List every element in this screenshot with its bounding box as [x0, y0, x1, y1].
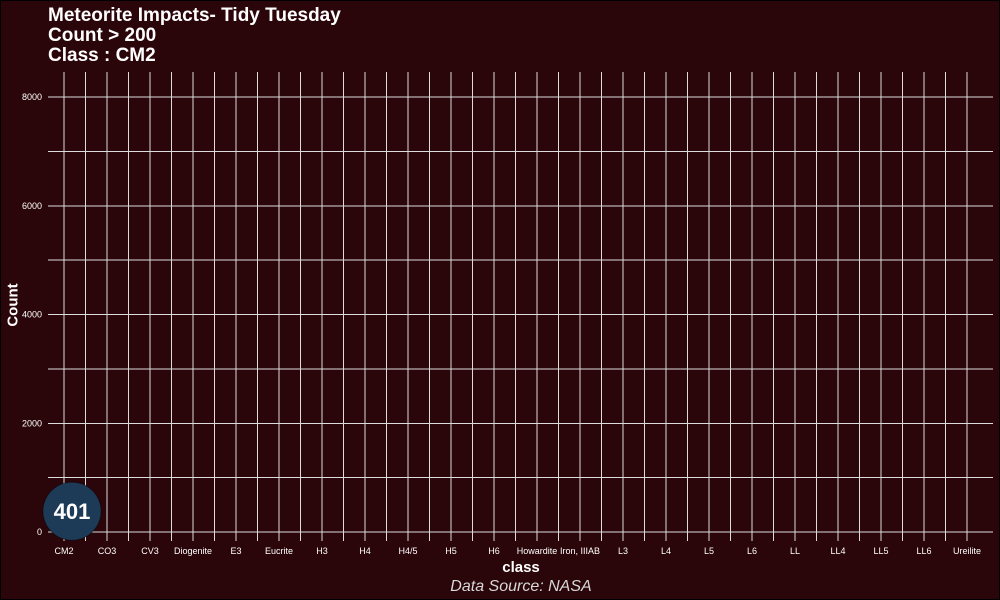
x-tick-label: L4 [661, 546, 671, 556]
x-tick-label: LL6 [916, 546, 931, 556]
x-tick-label: H6 [488, 546, 500, 556]
x-tick-label: LL4 [830, 546, 845, 556]
grid-lines [48, 72, 993, 541]
x-tick-label: L6 [747, 546, 757, 556]
x-tick-label: LL5 [873, 546, 888, 556]
x-tick-label: H4/5 [398, 546, 417, 556]
data-point [42, 481, 102, 541]
x-tick-label: H3 [316, 546, 328, 556]
x-tick-label: E3 [230, 546, 241, 556]
x-axis-label: class [502, 559, 540, 576]
x-tick-label: Ureilite [953, 546, 981, 556]
x-tick-label: H5 [445, 546, 457, 556]
chart-caption: Data Source: NASA [450, 578, 592, 595]
x-tick-label: L3 [618, 546, 628, 556]
chart-subtitle-count: Count > 200 [48, 25, 157, 46]
x-tick-label: CM2 [54, 546, 73, 556]
x-tick-label: LL [790, 546, 800, 556]
x-tick-label: Howardite [517, 546, 558, 556]
x-tick-label: CO3 [98, 546, 117, 556]
y-tick-label: 2000 [22, 418, 42, 428]
y-axis-label: Count [4, 283, 22, 327]
x-tick-label: Diogenite [174, 546, 212, 556]
chart-title: Meteorite Impacts- Tidy Tuesday [48, 5, 341, 26]
y-tick-label: 8000 [22, 92, 42, 102]
data-point-label: 401 [54, 499, 91, 524]
y-tick-label: 6000 [22, 201, 42, 211]
x-tick-label: CV3 [141, 546, 159, 556]
x-tick-label: L5 [704, 546, 714, 556]
x-tick-label: Iron, IIIAB [560, 546, 600, 556]
y-tick-label: 0 [37, 527, 42, 537]
y-tick-label: 4000 [22, 310, 42, 320]
x-tick-label: Eucrite [265, 546, 293, 556]
x-tick-label: H4 [359, 546, 371, 556]
chart-subtitle-class: Class : CM2 [48, 45, 156, 66]
